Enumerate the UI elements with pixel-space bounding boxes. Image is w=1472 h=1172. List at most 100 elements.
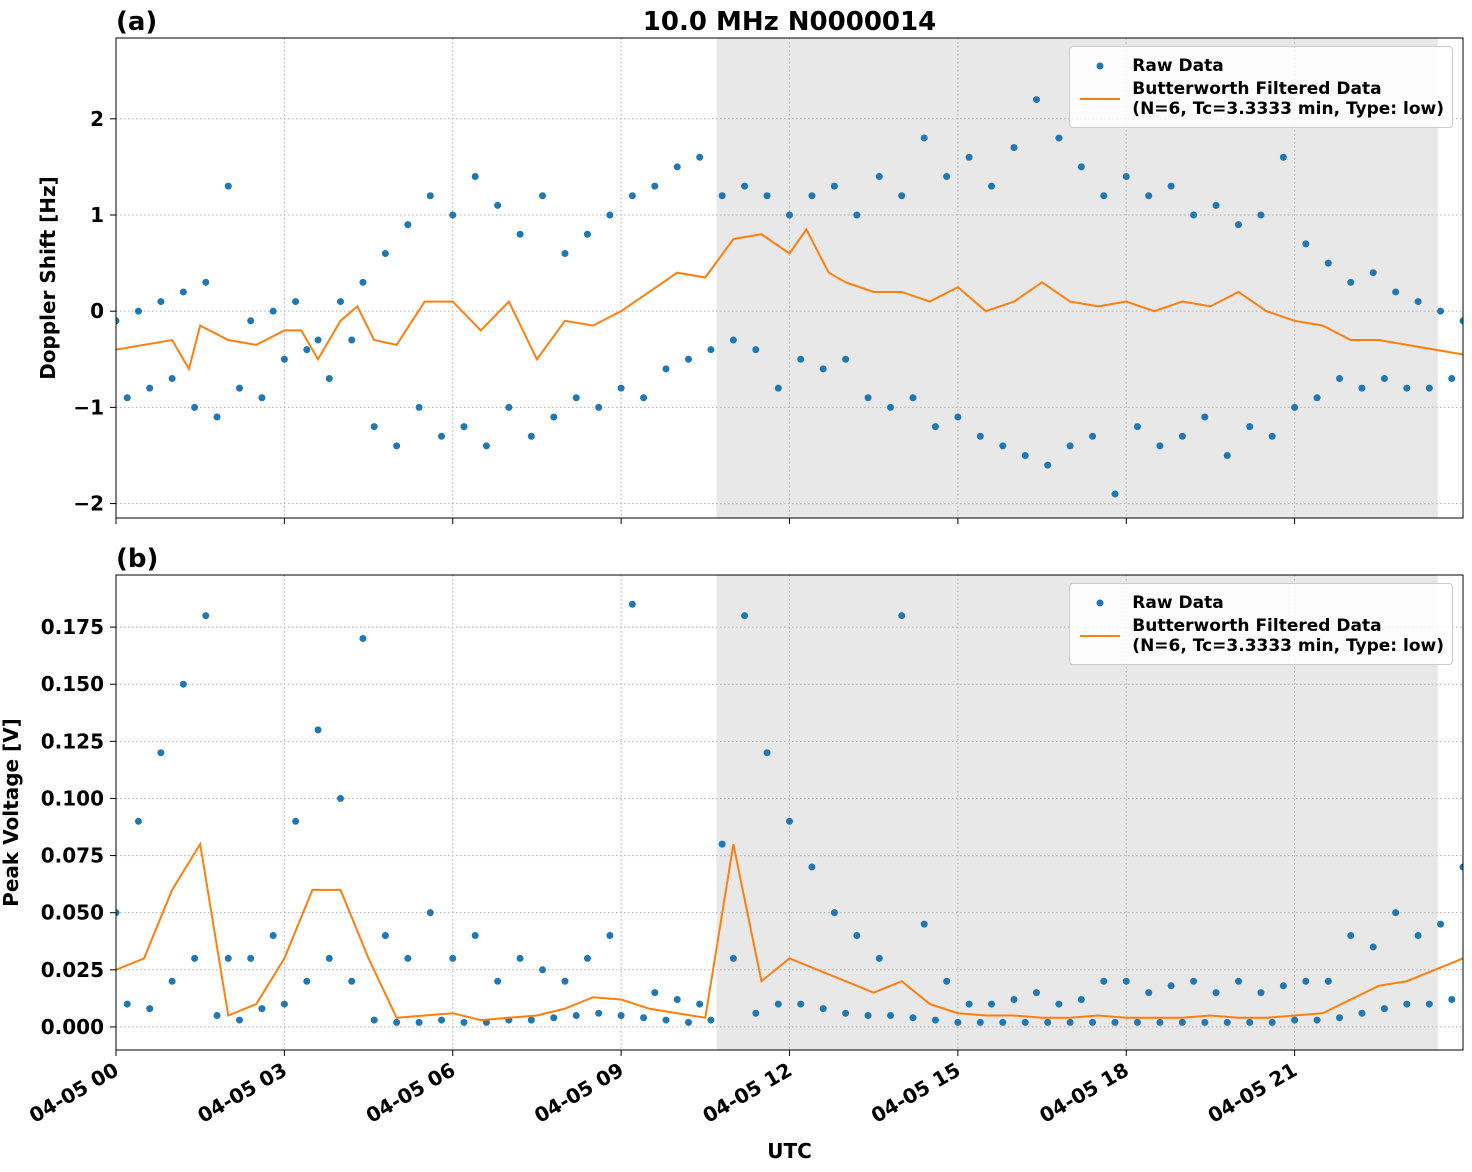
- raw-point: [1313, 1016, 1321, 1024]
- raw-point: [393, 442, 401, 450]
- raw-point: [684, 355, 692, 363]
- y-tick-label: 0.100: [41, 786, 104, 810]
- y-tick-label: 0.175: [41, 615, 104, 639]
- raw-point: [370, 423, 378, 431]
- legend-swatch: [1096, 599, 1104, 607]
- raw-point: [1324, 977, 1332, 985]
- raw-point: [707, 1016, 715, 1024]
- raw-point: [505, 403, 513, 411]
- raw-point: [1347, 932, 1355, 940]
- raw-point: [1459, 863, 1463, 871]
- legend-entry: Raw Data: [1078, 592, 1444, 614]
- raw-point: [808, 192, 816, 200]
- legend-label: Butterworth Filtered Data (N=6, Tc=3.333…: [1132, 616, 1444, 656]
- raw-point: [774, 1000, 782, 1008]
- x-tick-label: 04-05 15: [867, 1058, 965, 1128]
- raw-point: [134, 817, 142, 825]
- raw-point: [729, 954, 737, 962]
- raw-point: [931, 423, 939, 431]
- raw-point: [1167, 982, 1175, 990]
- raw-point: [1336, 1014, 1344, 1022]
- raw-point: [269, 932, 277, 940]
- raw-point: [202, 278, 210, 286]
- raw-point: [460, 1018, 468, 1026]
- raw-point: [774, 384, 782, 392]
- raw-point: [763, 749, 771, 757]
- raw-point: [741, 182, 749, 190]
- raw-point: [179, 680, 187, 688]
- raw-point: [1257, 989, 1265, 997]
- raw-point: [988, 182, 996, 190]
- raw-point: [887, 403, 895, 411]
- raw-point: [1133, 423, 1141, 431]
- raw-point: [527, 432, 535, 440]
- y-tick-label: 0.025: [41, 958, 104, 982]
- raw-point: [235, 1016, 243, 1024]
- raw-point: [191, 403, 199, 411]
- raw-point: [449, 211, 457, 219]
- panel-label: (a): [116, 7, 157, 37]
- raw-point: [1268, 1018, 1276, 1026]
- panel-label: (b): [116, 544, 158, 574]
- raw-point: [819, 365, 827, 373]
- raw-point: [1156, 1018, 1164, 1026]
- raw-point: [1077, 996, 1085, 1004]
- raw-point: [146, 1005, 154, 1013]
- raw-point: [157, 298, 165, 306]
- raw-point: [1369, 943, 1377, 951]
- raw-point: [864, 394, 872, 402]
- raw-point: [1089, 1018, 1097, 1026]
- legend-label: Raw Data: [1132, 56, 1224, 76]
- raw-point: [1167, 182, 1175, 190]
- raw-point: [325, 954, 333, 962]
- raw-point: [438, 432, 446, 440]
- raw-point: [954, 413, 962, 421]
- raw-point: [179, 288, 187, 296]
- raw-point: [292, 298, 300, 306]
- raw-point: [1302, 240, 1310, 248]
- raw-point: [348, 336, 356, 344]
- raw-point: [640, 394, 648, 402]
- legend-marker: [1096, 62, 1104, 70]
- legend-swatch: [1080, 635, 1121, 637]
- raw-point: [258, 394, 266, 402]
- raw-point: [280, 1000, 288, 1008]
- raw-point: [1291, 1016, 1299, 1024]
- raw-point: [1279, 153, 1287, 161]
- raw-point: [920, 920, 928, 928]
- raw-point: [1403, 384, 1411, 392]
- raw-point: [1336, 375, 1344, 383]
- raw-point: [426, 192, 434, 200]
- x-tick-label: 04-05 18: [1035, 1058, 1133, 1128]
- raw-point: [1077, 163, 1085, 171]
- raw-point: [628, 600, 636, 608]
- raw-point: [1358, 384, 1366, 392]
- raw-point: [1212, 989, 1220, 997]
- legend-marker: [1096, 599, 1104, 607]
- raw-point: [314, 726, 322, 734]
- raw-point: [258, 1005, 266, 1013]
- raw-point: [1257, 211, 1265, 219]
- raw-point: [337, 794, 344, 802]
- raw-point: [415, 403, 423, 411]
- raw-point: [595, 403, 603, 411]
- raw-point: [1066, 1018, 1074, 1026]
- y-tick-label: −2: [73, 492, 104, 516]
- raw-point: [999, 442, 1007, 450]
- raw-point: [1122, 977, 1130, 985]
- y-axis-label: Peak Voltage [V]: [0, 718, 23, 907]
- raw-point: [168, 977, 176, 985]
- raw-point: [1380, 1005, 1388, 1013]
- raw-point: [157, 749, 165, 757]
- raw-point: [965, 153, 973, 161]
- raw-point: [684, 1018, 692, 1026]
- raw-point: [370, 1016, 378, 1024]
- raw-point: [628, 192, 636, 200]
- raw-point: [348, 977, 356, 985]
- raw-point: [460, 423, 468, 431]
- raw-point: [583, 954, 591, 962]
- raw-point: [999, 1018, 1007, 1026]
- raw-point: [1448, 996, 1456, 1004]
- raw-point: [943, 977, 951, 985]
- legend-key: [1078, 625, 1122, 647]
